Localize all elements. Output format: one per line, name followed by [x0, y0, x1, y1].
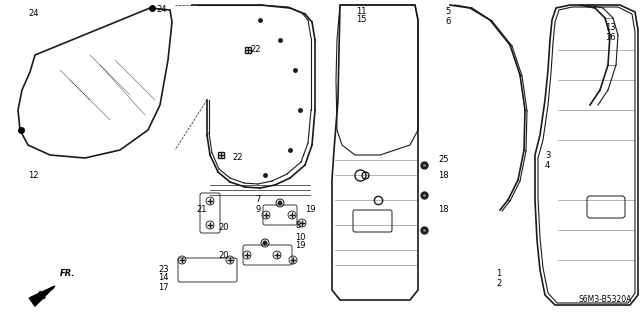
Text: 20: 20: [218, 224, 228, 233]
Text: FR.: FR.: [60, 270, 76, 278]
Text: 24: 24: [28, 9, 38, 18]
Text: 5: 5: [445, 8, 451, 17]
Text: 22: 22: [232, 152, 243, 161]
Text: 19: 19: [305, 205, 316, 214]
Text: 6: 6: [445, 18, 451, 26]
Text: 1: 1: [496, 269, 501, 278]
Text: 18: 18: [438, 205, 449, 214]
Text: 13: 13: [605, 24, 616, 33]
Circle shape: [278, 201, 282, 205]
Text: 19: 19: [295, 241, 305, 249]
Text: 3: 3: [545, 151, 550, 160]
Text: 18: 18: [438, 170, 449, 180]
Text: 24: 24: [156, 5, 166, 14]
Text: 14: 14: [158, 273, 168, 283]
Text: 11: 11: [356, 8, 367, 17]
Text: 9: 9: [255, 205, 260, 214]
Text: 16: 16: [605, 33, 616, 42]
Text: 25: 25: [438, 155, 449, 165]
Text: 8: 8: [295, 220, 300, 229]
Text: 17: 17: [158, 283, 168, 292]
Text: 23: 23: [158, 265, 168, 275]
Text: 2: 2: [496, 278, 501, 287]
Text: 12: 12: [28, 170, 38, 180]
Text: S6M3-B5320A: S6M3-B5320A: [579, 295, 632, 305]
Text: 7: 7: [255, 196, 260, 204]
Text: 4: 4: [545, 160, 550, 169]
Polygon shape: [29, 286, 55, 306]
Text: 20: 20: [218, 250, 228, 259]
Text: 15: 15: [356, 16, 367, 25]
Text: 10: 10: [295, 233, 305, 241]
Circle shape: [263, 241, 268, 245]
Text: 21: 21: [196, 205, 207, 214]
Text: 22: 22: [250, 46, 260, 55]
